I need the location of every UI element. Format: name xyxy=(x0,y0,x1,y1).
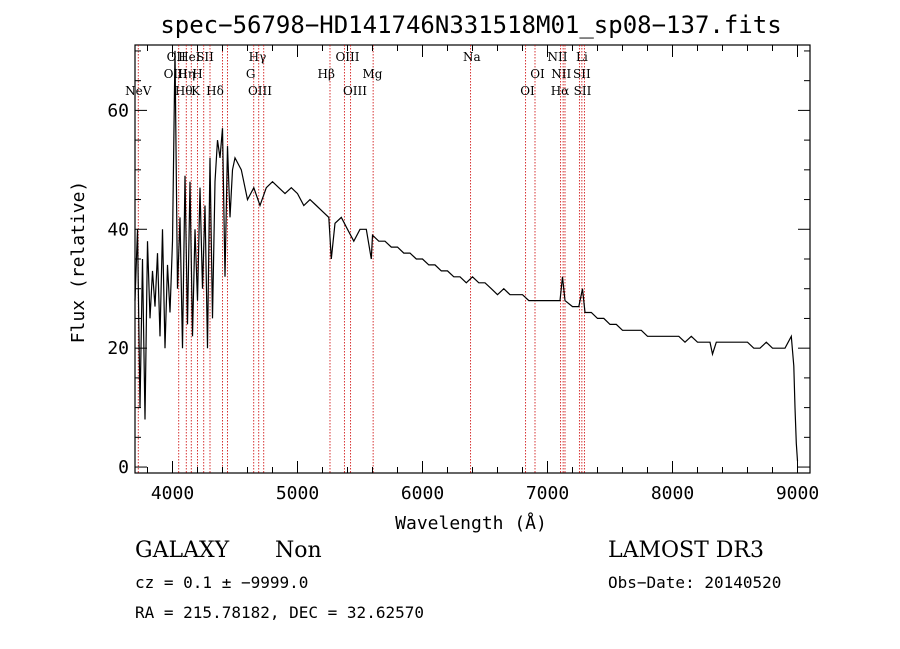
line-label-19: OI xyxy=(520,84,535,98)
line-label-23: Li xyxy=(576,50,588,64)
spectral-line-markers xyxy=(137,45,585,473)
y-tick-label-0: 0 xyxy=(118,457,129,478)
coordinates-readout: RA = 215.78182, DEC = 32.62570 xyxy=(135,603,424,622)
y-tick-label-40: 40 xyxy=(107,219,129,240)
object-subclass: Non xyxy=(275,538,322,563)
line-label-4: HeI xyxy=(178,50,201,64)
line-label-17: Na xyxy=(463,50,481,64)
x-axis-label: Wavelength (Å) xyxy=(395,512,547,534)
line-label-3: Hθ xyxy=(175,84,193,98)
x-tick-label-6000: 6000 xyxy=(401,483,444,504)
spectral-line-labels: NeVOIIOIIIHθHeIHηHKSIIHδHγGOIIIHβOIIIOII… xyxy=(125,50,592,98)
line-label-6: H xyxy=(192,67,202,81)
x-tick-label-7000: 7000 xyxy=(526,483,569,504)
x-tick-label-4000: 4000 xyxy=(151,483,194,504)
line-label-8: SII xyxy=(196,50,214,64)
y-axis-ticks: 0 20 40 60 xyxy=(107,50,810,478)
line-label-10: Hγ xyxy=(249,50,267,64)
line-label-9: Hδ xyxy=(206,84,224,98)
x-tick-label-9000: 9000 xyxy=(776,483,819,504)
line-label-25: SII xyxy=(574,84,592,98)
y-axis-label: Flux (relative) xyxy=(68,181,89,344)
line-label-0: NeV xyxy=(125,84,152,98)
line-label-18: OI xyxy=(530,67,545,81)
object-class: GALAXY xyxy=(135,538,230,563)
survey-name: LAMOST DR3 xyxy=(608,538,764,563)
line-label-22: Hα xyxy=(551,84,570,98)
line-label-21: NII xyxy=(551,67,571,81)
observation-date: Obs−Date: 20140520 xyxy=(608,573,782,592)
line-label-20: NII xyxy=(548,50,568,64)
x-tick-label-5000: 5000 xyxy=(276,483,319,504)
line-label-7: K xyxy=(191,84,201,98)
line-label-5: Hη xyxy=(177,67,195,81)
x-tick-label-8000: 8000 xyxy=(651,483,694,504)
spectrum-line xyxy=(134,50,799,462)
line-label-13: Hβ xyxy=(318,67,335,81)
line-label-11: G xyxy=(246,67,256,81)
plot-frame xyxy=(134,44,811,474)
redshift-readout: cz = 0.1 ± −9999.0 xyxy=(135,573,309,592)
line-label-15: OIII xyxy=(343,84,367,98)
line-label-14: OIII xyxy=(335,50,359,64)
line-label-1: OII xyxy=(167,50,187,64)
chart-title: spec−56798−HD141746N331518M01_sp08−137.f… xyxy=(160,11,781,39)
line-label-16: Mg xyxy=(363,67,383,81)
y-tick-label-60: 60 xyxy=(107,100,129,121)
x-axis-ticks: 4000 5000 6000 7000 8000 9000 xyxy=(147,45,819,504)
line-label-24: SII xyxy=(573,67,591,81)
line-label-12: OIII xyxy=(248,84,272,98)
y-tick-label-20: 20 xyxy=(107,338,129,359)
